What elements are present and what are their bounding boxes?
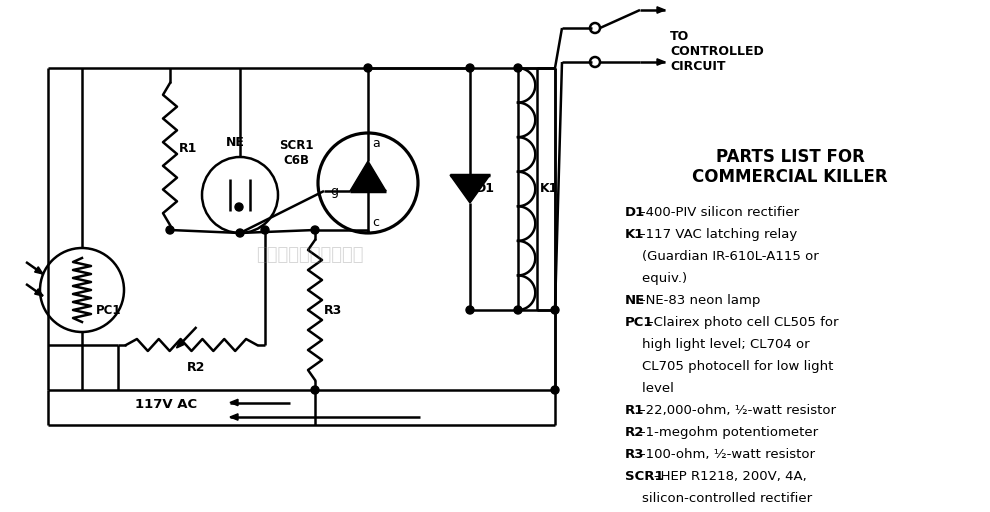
Text: –1-megohm potentiometer: –1-megohm potentiometer <box>640 426 819 439</box>
Polygon shape <box>657 59 665 65</box>
Text: c: c <box>372 216 379 229</box>
Text: –HEP R1218, 200V, 4A,: –HEP R1218, 200V, 4A, <box>653 470 807 483</box>
Text: –Clairex photo cell CL505 for: –Clairex photo cell CL505 for <box>646 316 839 329</box>
Text: silicon-controlled rectifier: silicon-controlled rectifier <box>625 492 812 505</box>
Circle shape <box>466 306 474 314</box>
Text: equiv.): equiv.) <box>625 272 687 285</box>
Circle shape <box>514 306 522 314</box>
Text: R1: R1 <box>179 142 197 156</box>
Text: 杭州将睿科技有限公司: 杭州将睿科技有限公司 <box>256 246 363 264</box>
Text: PC1: PC1 <box>625 316 653 329</box>
Polygon shape <box>176 340 184 348</box>
Circle shape <box>466 64 474 72</box>
Text: R2: R2 <box>625 426 644 439</box>
Circle shape <box>514 64 522 72</box>
Text: R2: R2 <box>187 361 206 374</box>
Text: –NE-83 neon lamp: –NE-83 neon lamp <box>640 294 760 307</box>
Text: R1: R1 <box>625 404 644 417</box>
Circle shape <box>551 386 559 394</box>
Text: –22,000-ohm, ½-watt resistor: –22,000-ohm, ½-watt resistor <box>640 404 837 417</box>
Text: D1: D1 <box>625 206 645 219</box>
Circle shape <box>311 226 319 234</box>
Text: g: g <box>330 184 338 198</box>
Polygon shape <box>35 267 43 274</box>
Text: COMMERCIAL KILLER: COMMERCIAL KILLER <box>692 168 888 186</box>
Polygon shape <box>230 414 238 420</box>
Text: SCR1: SCR1 <box>625 470 663 483</box>
Circle shape <box>235 203 243 211</box>
Text: SCR1
C6B: SCR1 C6B <box>279 139 313 167</box>
Circle shape <box>236 229 244 237</box>
Text: –400-PIV silicon rectifier: –400-PIV silicon rectifier <box>640 206 800 219</box>
Text: PARTS LIST FOR: PARTS LIST FOR <box>716 148 864 166</box>
Polygon shape <box>35 289 43 296</box>
Circle shape <box>551 306 559 314</box>
Text: R3: R3 <box>625 448 644 461</box>
Text: K1: K1 <box>625 228 644 241</box>
Text: 117V AC: 117V AC <box>135 398 197 412</box>
Text: CL705 photocell for low light: CL705 photocell for low light <box>625 360 834 373</box>
Text: NE: NE <box>226 136 245 149</box>
Circle shape <box>311 386 319 394</box>
Circle shape <box>364 64 372 72</box>
Text: TO
CONTROLLED
CIRCUIT: TO CONTROLLED CIRCUIT <box>670 30 763 73</box>
Text: high light level; CL704 or: high light level; CL704 or <box>625 338 810 351</box>
Polygon shape <box>230 399 238 406</box>
Circle shape <box>166 226 174 234</box>
Polygon shape <box>350 161 386 191</box>
Text: D1: D1 <box>476 182 495 196</box>
Text: (Guardian IR-610L-A115 or: (Guardian IR-610L-A115 or <box>625 250 819 263</box>
Polygon shape <box>657 7 665 13</box>
Text: PC1: PC1 <box>96 304 122 316</box>
Text: a: a <box>372 137 380 150</box>
Text: level: level <box>625 382 674 395</box>
Text: NE: NE <box>625 294 645 307</box>
Text: K1: K1 <box>540 182 558 196</box>
Text: –117 VAC latching relay: –117 VAC latching relay <box>640 228 798 241</box>
Circle shape <box>261 226 269 234</box>
Text: R3: R3 <box>324 304 343 316</box>
Text: –100-ohm, ½-watt resistor: –100-ohm, ½-watt resistor <box>640 448 816 461</box>
Polygon shape <box>450 175 490 203</box>
